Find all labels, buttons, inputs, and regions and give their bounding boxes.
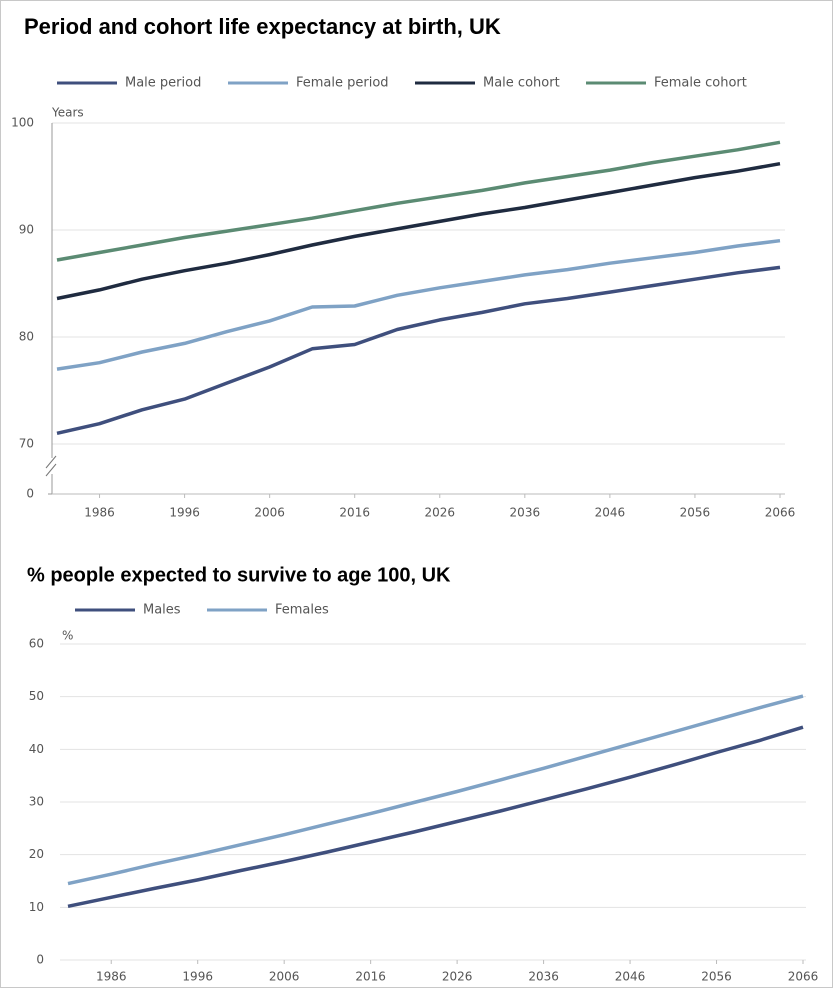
x-tick-label: 2036 [528, 970, 559, 984]
legend-label: Male cohort [483, 76, 560, 91]
x-tick-label: 2016 [339, 506, 370, 520]
x-tick-label: 2036 [510, 506, 541, 520]
x-tick-label: 2046 [595, 506, 626, 520]
x-tick-label: 1996 [169, 506, 200, 520]
y-tick-label: 0 [26, 487, 34, 501]
y-tick-label: 10 [29, 900, 44, 914]
chart-title: Period and cohort life expectancy at bir… [24, 14, 501, 39]
x-tick-label: 1986 [96, 970, 127, 984]
y-tick-label: 70 [19, 437, 34, 451]
series-line [56, 265, 781, 436]
axis-break [45, 463, 57, 477]
x-tick-label: 2006 [269, 970, 300, 984]
y-axis-label: Years [51, 106, 84, 120]
axis-break [45, 455, 57, 469]
x-tick-label: 2016 [355, 970, 386, 984]
x-tick-label: 2056 [701, 970, 732, 984]
y-tick-label: 20 [29, 847, 44, 861]
series-line [56, 161, 781, 301]
y-tick-label: 50 [29, 689, 44, 703]
legend-label: Male period [125, 76, 201, 91]
y-tick-label: 40 [29, 742, 44, 756]
y-tick-label: 30 [29, 795, 44, 809]
x-tick-label: 2006 [254, 506, 285, 520]
y-tick-label: 0 [36, 953, 44, 967]
x-tick-label: 2026 [424, 506, 455, 520]
series-line [67, 725, 804, 909]
legend-label: Female cohort [654, 76, 747, 91]
x-tick-label: 2066 [788, 970, 819, 984]
y-tick-label: 100 [11, 116, 34, 130]
x-tick-label: 1986 [84, 506, 115, 520]
series-line [67, 694, 804, 886]
x-tick-label: 2056 [680, 506, 711, 520]
series-line [56, 140, 781, 262]
legend-label: Females [275, 603, 329, 618]
y-tick-label: 80 [19, 330, 34, 344]
x-tick-label: 2026 [442, 970, 473, 984]
series-line [56, 238, 781, 371]
legend-label: Female period [296, 76, 389, 91]
y-axis-label: % [62, 629, 73, 643]
y-tick-label: 60 [29, 637, 44, 651]
y-tick-label: 90 [19, 223, 34, 237]
legend-label: Males [143, 603, 181, 618]
chart-title: % people expected to survive to age 100,… [27, 564, 451, 586]
x-tick-label: 2066 [765, 506, 796, 520]
x-tick-label: 1996 [182, 970, 213, 984]
x-tick-label: 2046 [615, 970, 646, 984]
